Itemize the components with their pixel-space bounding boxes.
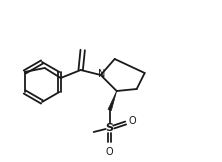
Text: O: O (129, 116, 137, 126)
Text: O: O (106, 147, 113, 157)
Text: S: S (106, 123, 114, 133)
Polygon shape (108, 91, 117, 111)
Text: N: N (98, 69, 105, 79)
